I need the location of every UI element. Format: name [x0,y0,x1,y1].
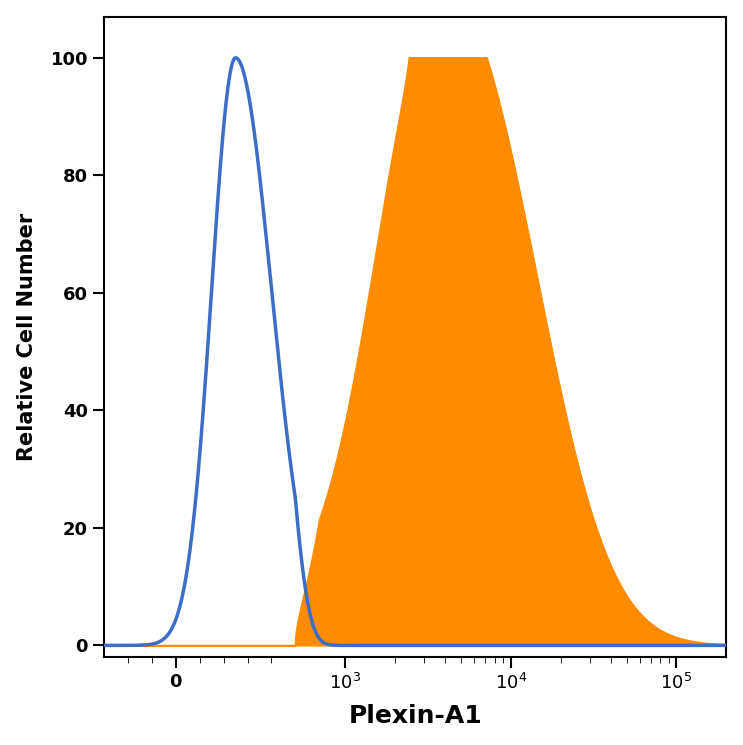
X-axis label: Plexin-A1: Plexin-A1 [348,704,482,729]
Y-axis label: Relative Cell Number: Relative Cell Number [16,213,36,461]
